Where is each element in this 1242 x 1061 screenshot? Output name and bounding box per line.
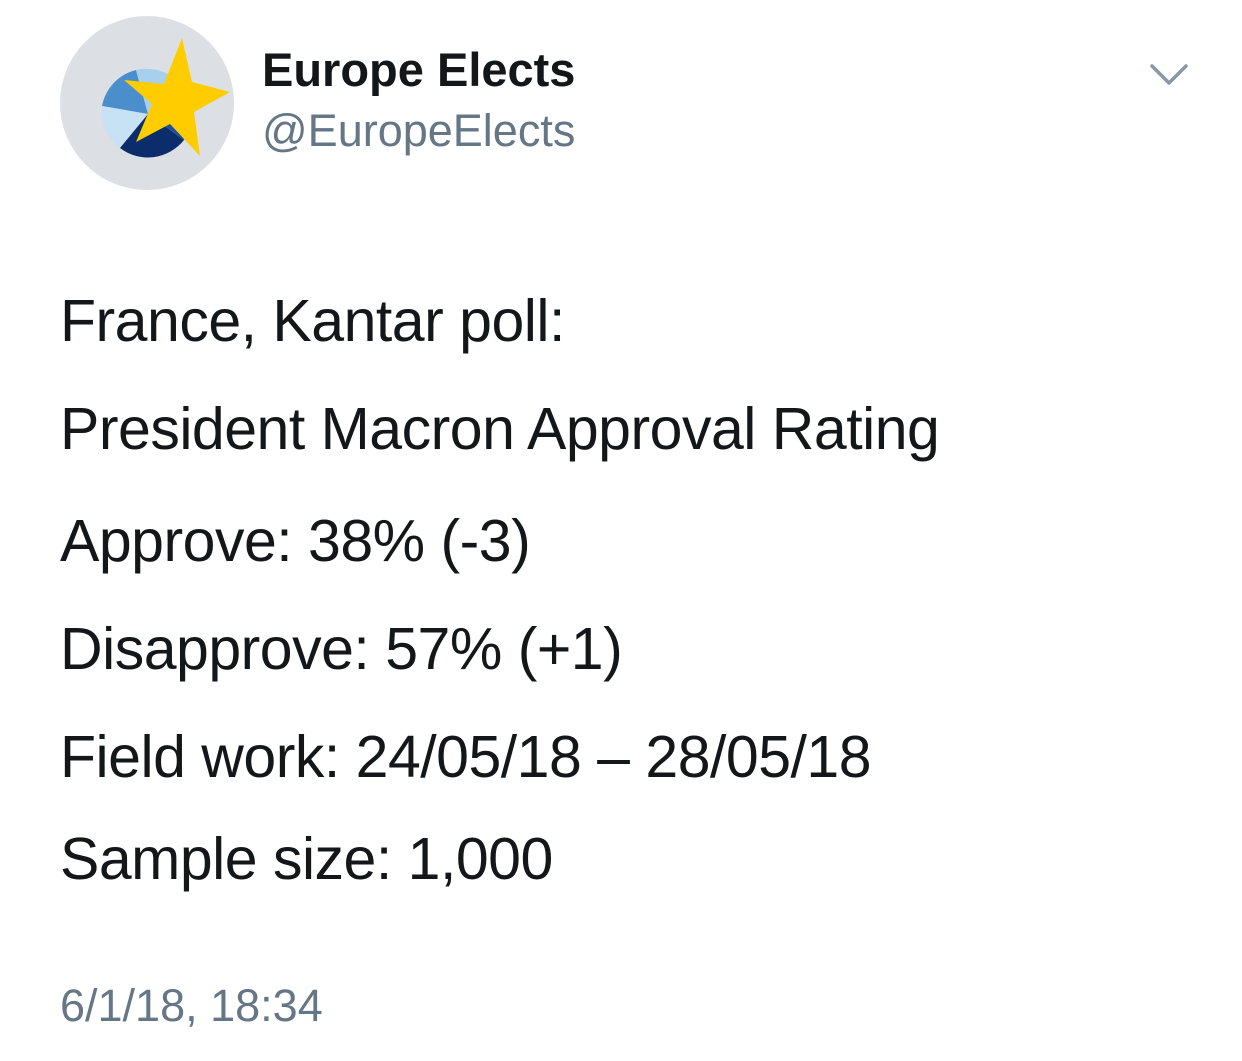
chevron-down-icon bbox=[1150, 64, 1188, 85]
tweet-line-disapprove: Disapprove: 57% (+1) bbox=[60, 616, 623, 682]
tweet-line-subject: President Macron Approval Rating bbox=[60, 396, 940, 462]
display-name[interactable]: Europe Elects bbox=[262, 43, 576, 96]
more-options-button[interactable] bbox=[1146, 56, 1192, 92]
tweet-line-sample-size: Sample size: 1,000 bbox=[60, 826, 553, 892]
user-handle[interactable]: @EuropeElects bbox=[262, 105, 576, 156]
tweet-line-approve: Approve: 38% (-3) bbox=[60, 508, 531, 574]
tweet-timestamp[interactable]: 6/1/18, 18:34 bbox=[60, 980, 323, 1031]
avatar[interactable] bbox=[60, 16, 234, 190]
tweet-line-fieldwork: Field work: 24/05/18 – 28/05/18 bbox=[60, 724, 872, 790]
tweet-text: France, Kantar poll: President Macron Ap… bbox=[60, 286, 1190, 894]
europe-elects-logo-icon bbox=[101, 38, 230, 158]
tweet-line-title: France, Kantar poll: bbox=[60, 288, 565, 354]
